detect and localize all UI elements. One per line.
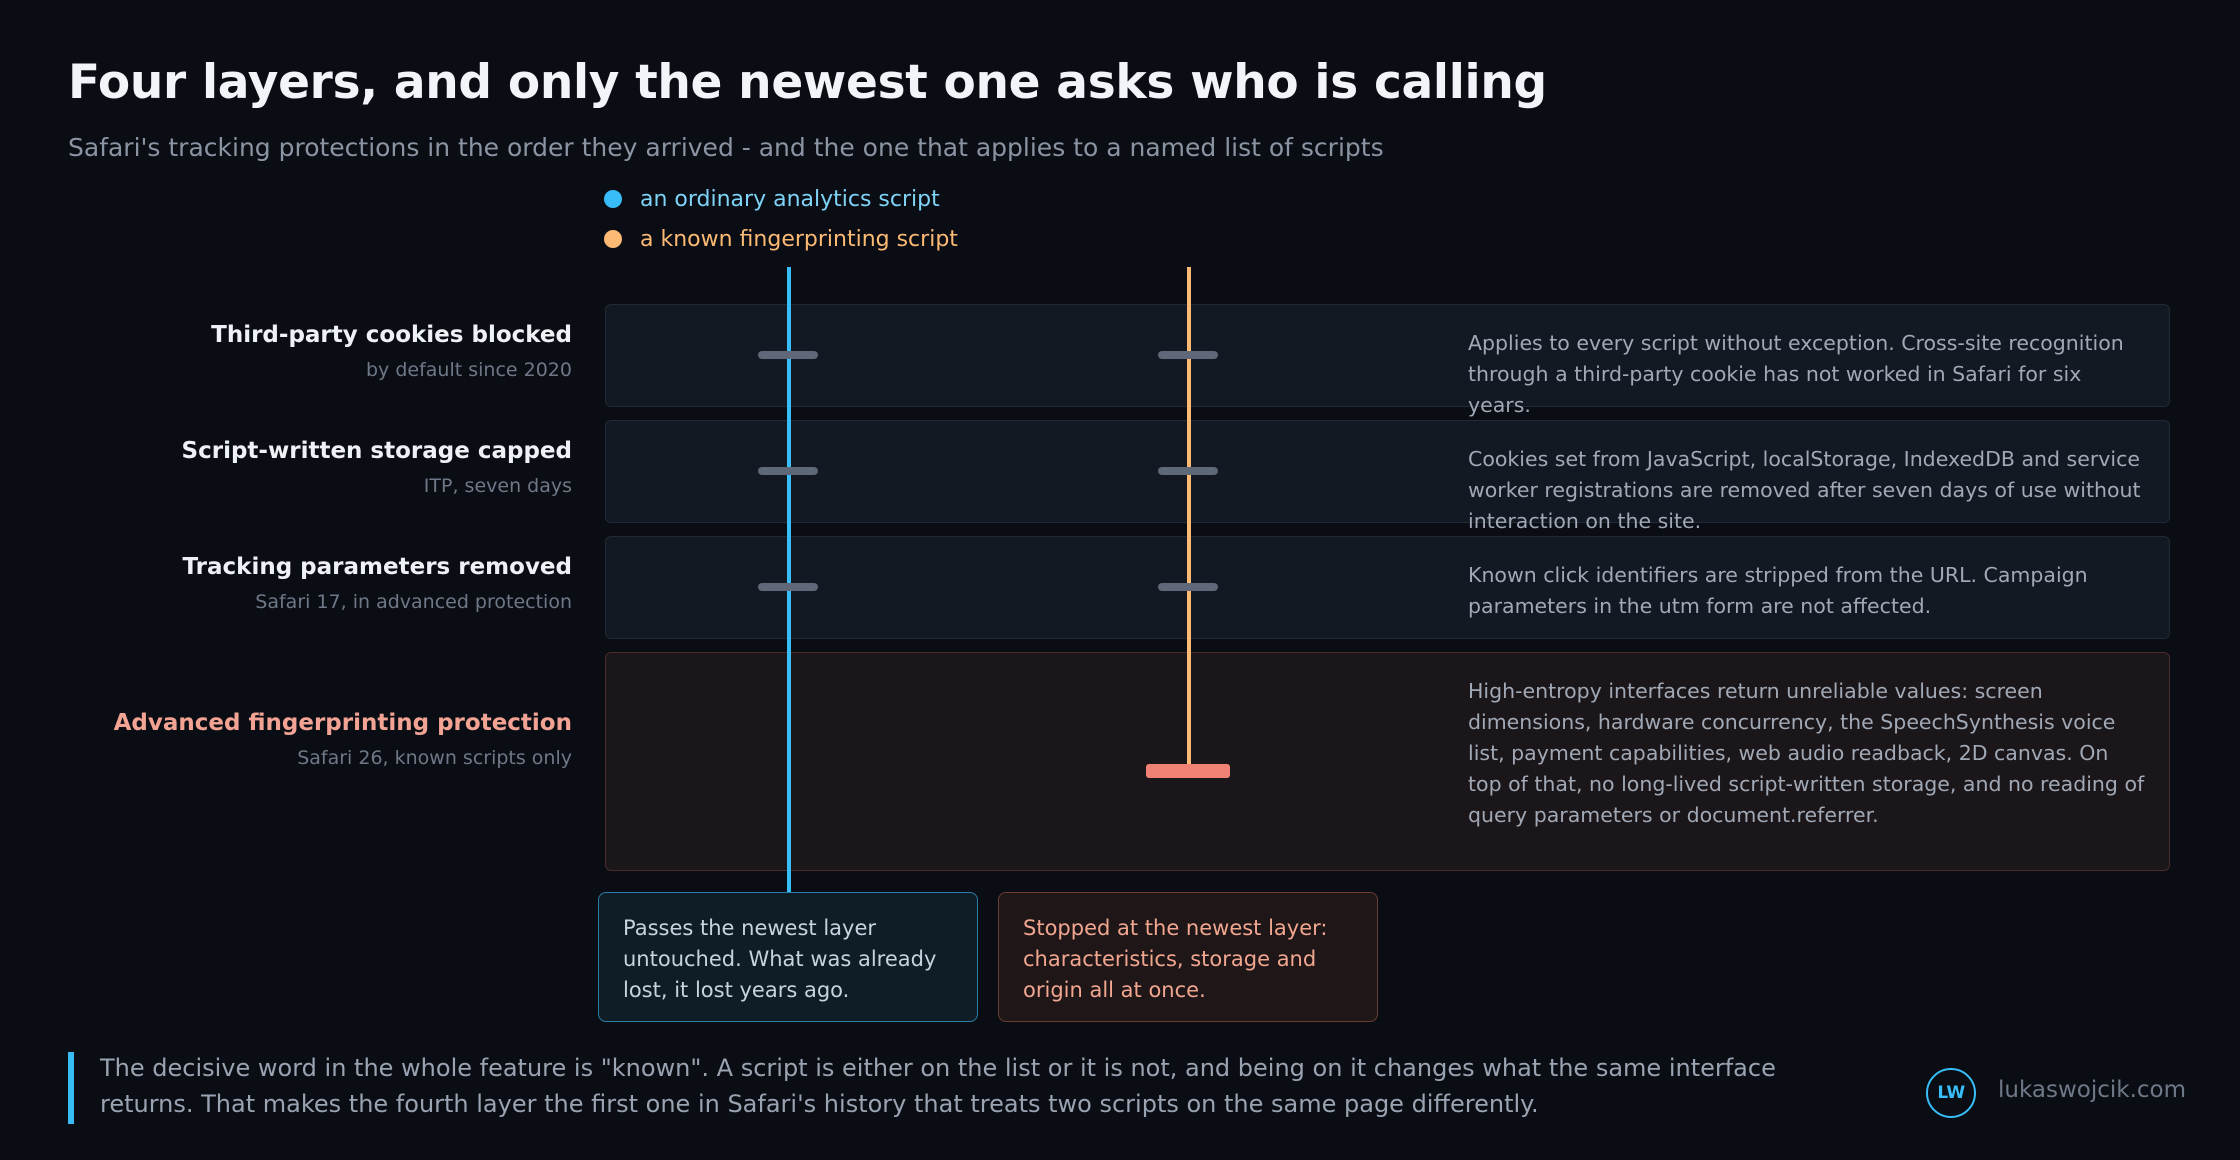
page-title: Four layers, and only the newest one ask…	[68, 55, 1547, 110]
layer-sub: Safari 26, known scripts only	[297, 747, 572, 769]
analytics-script-path	[787, 267, 791, 894]
legend-label-fingerprinting: a known fingerprinting script	[640, 226, 958, 252]
layer-row-3	[605, 536, 2170, 639]
analytics-pass-tick	[758, 467, 818, 475]
layer-description-4: High-entropy interfaces return unreliabl…	[1468, 679, 2145, 827]
fingerprinting-script-path	[1187, 267, 1191, 772]
fingerprinting-pass-tick	[1158, 467, 1218, 475]
legend-dot-analytics-icon	[604, 190, 622, 208]
layer-label-2: Script-written storage capped ITP, seven…	[182, 438, 572, 497]
analytics-callout: Passes the newest layer untouched. What …	[598, 892, 978, 1022]
layer-label-4: Advanced fingerprinting protection Safar…	[114, 710, 572, 769]
analytics-pass-tick	[758, 351, 818, 359]
layer-description-1: Applies to every script without exceptio…	[1468, 331, 2124, 417]
layer-label-1: Third-party cookies blocked by default s…	[211, 322, 572, 381]
layer-description-2: Cookies set from JavaScript, localStorag…	[1468, 447, 2141, 533]
fingerprinting-pass-tick	[1158, 351, 1218, 359]
layer-row-2	[605, 420, 2170, 523]
fingerprinting-stop-block	[1146, 764, 1230, 778]
note-accent-bar	[68, 1052, 74, 1124]
layer-sub: by default since 2020	[366, 359, 572, 381]
analytics-pass-tick	[758, 583, 818, 591]
layer-row-4	[605, 652, 2170, 871]
layer-name: Script-written storage capped	[181, 438, 572, 464]
footer-note: The decisive word in the whole feature i…	[100, 1054, 1776, 1118]
layer-sub: Safari 17, in advanced protection	[255, 591, 572, 613]
legend-label-analytics: an ordinary analytics script	[640, 186, 940, 212]
fingerprinting-pass-tick	[1158, 583, 1218, 591]
layer-name: Advanced fingerprinting protection	[113, 710, 572, 736]
legend-item-fingerprinting: a known fingerprinting script	[604, 224, 958, 254]
layer-description-3: Known click identifiers are stripped fro…	[1468, 563, 2088, 618]
legend-item-analytics: an ordinary analytics script	[604, 184, 940, 214]
layer-name: Tracking parameters removed	[182, 554, 573, 580]
layer-name: Third-party cookies blocked	[211, 322, 572, 348]
site-link[interactable]: lukaswojcik.com	[1998, 1077, 2187, 1103]
page-subtitle: Safari's tracking protections in the ord…	[68, 133, 1384, 162]
layer-label-3: Tracking parameters removed Safari 17, i…	[183, 554, 573, 613]
logo-icon: LW	[1926, 1068, 1976, 1118]
fingerprinting-callout: Stopped at the newest layer: characteris…	[998, 892, 1378, 1022]
legend-dot-fingerprinting-icon	[604, 230, 622, 248]
layer-sub: ITP, seven days	[423, 475, 572, 497]
layer-row-1	[605, 304, 2170, 407]
